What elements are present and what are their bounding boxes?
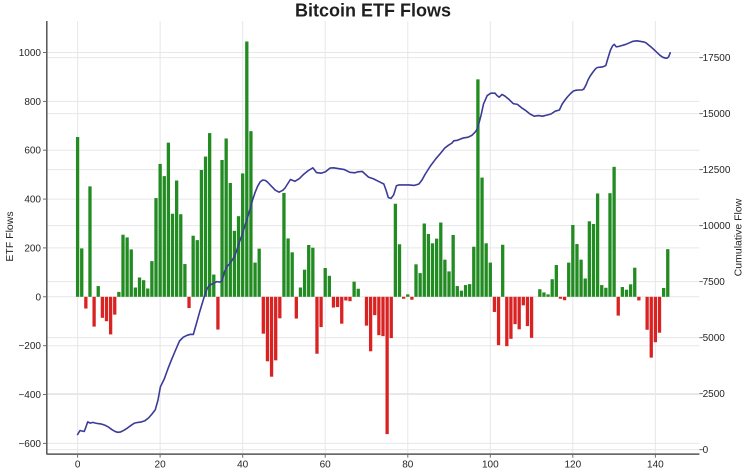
svg-text:5000: 5000: [703, 333, 726, 344]
svg-text:1000: 1000: [19, 48, 42, 59]
svg-text:60: 60: [320, 460, 332, 471]
svg-text:200: 200: [24, 243, 41, 254]
svg-text:0: 0: [35, 292, 41, 303]
svg-text:10000: 10000: [703, 221, 731, 232]
svg-text:800: 800: [24, 97, 41, 108]
svg-text:400: 400: [24, 195, 41, 206]
svg-text:12500: 12500: [703, 165, 731, 176]
svg-text:17500: 17500: [703, 53, 731, 64]
svg-text:80: 80: [402, 460, 414, 471]
svg-text:0: 0: [75, 460, 81, 471]
svg-text:Bitcoin ETF Flows: Bitcoin ETF Flows: [295, 1, 451, 21]
svg-text:120: 120: [564, 460, 581, 471]
svg-text:−600: −600: [18, 439, 41, 450]
svg-text:0: 0: [703, 445, 709, 456]
svg-text:Cumulative Flow: Cumulative Flow: [733, 198, 745, 276]
svg-text:15000: 15000: [703, 109, 731, 120]
svg-text:−400: −400: [18, 390, 41, 401]
svg-text:600: 600: [24, 146, 41, 157]
svg-text:ETF Flows: ETF Flows: [4, 211, 16, 261]
svg-text:7500: 7500: [703, 277, 726, 288]
svg-text:2500: 2500: [703, 389, 726, 400]
svg-text:40: 40: [237, 460, 249, 471]
svg-text:140: 140: [647, 460, 664, 471]
svg-text:20: 20: [155, 460, 167, 471]
svg-text:−200: −200: [18, 341, 41, 352]
svg-text:100: 100: [482, 460, 499, 471]
